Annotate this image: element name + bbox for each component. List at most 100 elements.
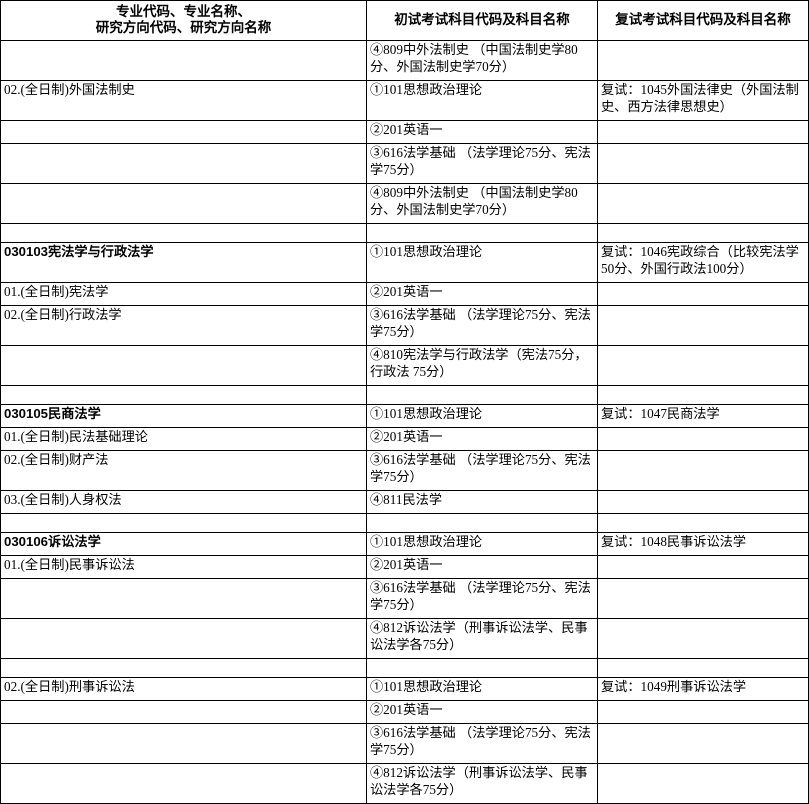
table-row: ②201英语一 [0,120,809,144]
cell-research-direction: 01.(全日制)民法基础理论 [0,427,367,451]
cell-second-exam-subject [597,618,809,659]
table-body: ④809中外法制史 （中国法制史学80分、外国法制史学70分） 02.(全日制)外… [0,40,809,804]
cell-second-exam-subject [597,385,809,405]
cell-research-direction [0,345,367,386]
table-row: 01.(全日制)民法基础理论 ②201英语一 [0,427,809,451]
cell-first-exam-subject: ③616法学基础 （法学理论75分、宪法学75分） [366,578,598,619]
cell-research-direction: 01.(全日制)民事诉讼法 [0,555,367,579]
cell-second-exam-subject: 复试：1049刑事诉讼法学 [597,677,809,701]
cell-second-exam-subject [597,305,809,346]
cell-research-direction: 02.(全日制)行政法学 [0,305,367,346]
cell-second-exam-subject [597,723,809,764]
cell-first-exam-subject: ③616法学基础 （法学理论75分、宪法学75分） [366,450,598,491]
header-first-exam-line1: 初试考试科目代码及科目名称 [394,12,570,27]
cell-first-exam-subject: ②201英语一 [366,120,598,144]
header-cell-first-exam: 初试考试科目代码及科目名称 [366,0,598,41]
cell-first-exam-subject: ①101思想政治理论 [366,404,598,428]
cell-first-exam-subject: ④809中外法制史 （中国法制史学80分、外国法制史学70分） [366,183,598,224]
cell-first-exam-subject: ④809中外法制史 （中国法制史学80分、外国法制史学70分） [366,40,598,81]
cell-first-exam-subject: ②201英语一 [366,555,598,579]
table-row [0,385,809,405]
cell-second-exam-subject [597,345,809,386]
cell-first-exam-subject: ③616法学基础 （法学理论75分、宪法学75分） [366,723,598,764]
cell-research-direction: 02.(全日制)外国法制史 [0,80,367,121]
header-major-line2: 研究方向代码、研究方向名称 [95,20,272,35]
cell-first-exam-subject: ②201英语一 [366,282,598,306]
cell-second-exam-subject [597,427,809,451]
table-row: 02.(全日制)外国法制史 ①101思想政治理论 复试：1045外国法律史（外国法制… [0,80,809,121]
table-row: 02.(全日制)财产法 ③616法学基础 （法学理论75分、宪法学75分） [0,450,809,491]
table-row: ③616法学基础 （法学理论75分、宪法学75分） [0,143,809,184]
cell-second-exam-subject: 复试：1047民商法学 [597,404,809,428]
cell-second-exam-subject [597,223,809,243]
cell-research-direction [0,385,367,405]
table-row: ④809中外法制史 （中国法制史学80分、外国法制史学70分） [0,183,809,224]
cell-first-exam-subject: ①101思想政治理论 [366,532,598,556]
table-row: 02.(全日制)刑事诉讼法 ①101思想政治理论 复试：1049刑事诉讼法学 [0,677,809,701]
cell-major-name: 030106诉讼法学 [0,532,367,556]
table-row: ②201英语一 [0,700,809,724]
cell-first-exam-subject: ①101思想政治理论 [366,80,598,121]
table-row: 030103宪法学与行政法学 ①101思想政治理论 复试：1046宪政综合（比较宪法… [0,242,809,283]
cell-second-exam-subject [597,658,809,678]
cell-research-direction [0,183,367,224]
cell-first-exam-subject: ②201英语一 [366,700,598,724]
cell-first-exam-subject: ③616法学基础 （法学理论75分、宪法学75分） [366,305,598,346]
table-row: ④812诉讼法学（刑事诉讼法学、民事讼法学各75分） [0,763,809,804]
cell-research-direction [0,723,367,764]
cell-research-direction [0,763,367,804]
cell-major-name: 030103宪法学与行政法学 [0,242,367,283]
table-row: ③616法学基础 （法学理论75分、宪法学75分） [0,578,809,619]
cell-second-exam-subject [597,282,809,306]
cell-research-direction [0,618,367,659]
cell-major-name: 030105民商法学 [0,404,367,428]
table-row [0,223,809,243]
cell-first-exam-subject [366,223,598,243]
cell-second-exam-subject [597,700,809,724]
cell-second-exam-subject [597,450,809,491]
cell-research-direction [0,578,367,619]
cell-second-exam-subject: 复试：1048民事诉讼法学 [597,532,809,556]
cell-first-exam-subject: ①101思想政治理论 [366,242,598,283]
header-major-line1: 专业代码、专业名称、 [116,4,251,19]
table-row: 03.(全日制)人身权法 ④811民法学 [0,490,809,514]
cell-first-exam-subject [366,658,598,678]
table-header: 专业代码、专业名称、 研究方向代码、研究方向名称 初试考试科目代码及科目名称 复… [0,0,809,41]
cell-research-direction [0,120,367,144]
cell-second-exam-subject [597,143,809,184]
cell-second-exam-subject [597,40,809,81]
table-row: 01.(全日制)民事诉讼法 ②201英语一 [0,555,809,579]
header-cell-major: 专业代码、专业名称、 研究方向代码、研究方向名称 [0,0,367,41]
table-row: ③616法学基础 （法学理论75分、宪法学75分） [0,723,809,764]
table-row: ④809中外法制史 （中国法制史学80分、外国法制史学70分） [0,40,809,81]
cell-first-exam-subject [366,385,598,405]
header-second-exam-line1: 复试考试科目代码及科目名称 [615,12,791,27]
cell-second-exam-subject [597,120,809,144]
cell-first-exam-subject: ②201英语一 [366,427,598,451]
table-row: ④812诉讼法学（刑事诉讼法学、民事讼法学各75分） [0,618,809,659]
cell-research-direction: 01.(全日制)宪法学 [0,282,367,306]
cell-research-direction [0,223,367,243]
cell-second-exam-subject [597,555,809,579]
cell-research-direction: 02.(全日制)财产法 [0,450,367,491]
cell-research-direction [0,143,367,184]
cell-second-exam-subject [597,183,809,224]
cell-first-exam-subject: ④812诉讼法学（刑事诉讼法学、民事讼法学各75分） [366,618,598,659]
cell-second-exam-subject [597,578,809,619]
table-row [0,513,809,533]
table-row [0,658,809,678]
cell-research-direction: 03.(全日制)人身权法 [0,490,367,514]
table-row: 030106诉讼法学 ①101思想政治理论 复试：1048民事诉讼法学 [0,532,809,556]
table-row: 02.(全日制)行政法学 ③616法学基础 （法学理论75分、宪法学75分） [0,305,809,346]
cell-first-exam-subject: ④812诉讼法学（刑事诉讼法学、民事讼法学各75分） [366,763,598,804]
cell-first-exam-subject: ①101思想政治理论 [366,677,598,701]
cell-research-direction: 02.(全日制)刑事诉讼法 [0,677,367,701]
table-row: 01.(全日制)宪法学 ②201英语一 [0,282,809,306]
header-cell-second-exam: 复试考试科目代码及科目名称 [597,0,809,41]
cell-second-exam-subject [597,513,809,533]
cell-second-exam-subject [597,763,809,804]
cell-second-exam-subject: 复试：1046宪政综合（比较宪法学50分、外国行政法100分） [597,242,809,283]
cell-first-exam-subject: ④810宪法学与行政法学（宪法75分，行政法 75分） [366,345,598,386]
